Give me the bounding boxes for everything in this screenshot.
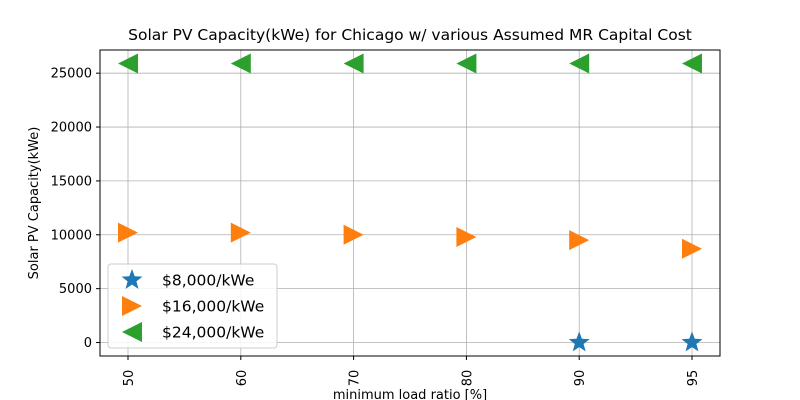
data-point (118, 222, 138, 243)
y-tick-label: 25000 (51, 67, 92, 82)
y-tick-label: 5000 (59, 282, 92, 297)
data-point (230, 53, 251, 74)
data-point (230, 222, 251, 243)
y-axis-ticks: 0 5000 10000 15000 20000 25000 (51, 67, 100, 351)
x-tick-label: 90 (573, 370, 588, 387)
legend-label: $16,000/kWe (162, 298, 264, 316)
chart-title: Solar PV Capacity(kWe) for Chicago w/ va… (128, 26, 692, 44)
plot-area (99, 49, 721, 357)
legend-marker (121, 269, 143, 289)
data-point (343, 224, 364, 245)
legend-label: $24,000/kWe (162, 324, 264, 342)
y-tick-label: 0 (84, 336, 92, 351)
data-point (569, 230, 590, 251)
y-tick-label: 20000 (51, 121, 92, 136)
x-axis-label: minimum load ratio [%] (333, 388, 487, 400)
data-point (569, 53, 590, 74)
data-point (682, 53, 702, 74)
legend-box (107, 263, 278, 349)
x-tick-label: 50 (122, 370, 137, 387)
legend-label: $8,000/kWe (162, 272, 254, 290)
y-axis-label: Solar PV Capacity(kWe) (27, 127, 42, 280)
data-point (681, 331, 703, 352)
legend: $8,000/kWe $16,000/kWe $24,000/kWe (107, 263, 278, 349)
data-points (118, 53, 703, 352)
x-tick-label: 70 (348, 370, 363, 387)
data-point (682, 238, 702, 259)
x-tick-label: 60 (235, 370, 250, 387)
x-tick-label: 80 (460, 370, 475, 387)
legend-marker (122, 296, 142, 316)
y-tick-label: 10000 (51, 228, 92, 243)
x-axis-ticks: 50 60 70 80 90 95 (122, 356, 701, 386)
x-tick-label: 95 (686, 370, 701, 387)
data-point (118, 53, 138, 74)
y-tick-label: 15000 (51, 174, 92, 189)
data-point (343, 53, 364, 74)
data-point (456, 226, 477, 247)
data-point (456, 53, 477, 74)
data-point (568, 331, 590, 352)
legend-marker (122, 322, 142, 342)
